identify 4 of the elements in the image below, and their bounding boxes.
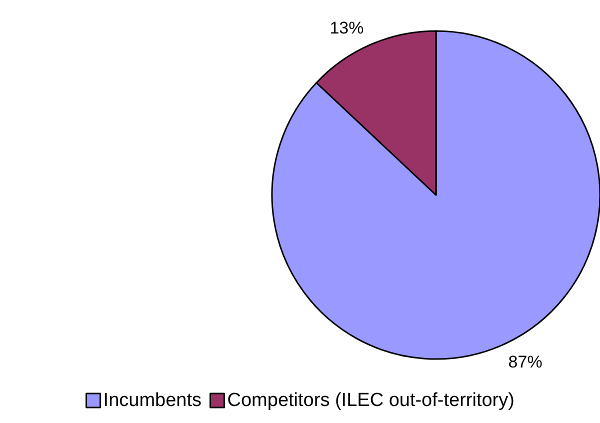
data-label: 87% bbox=[508, 352, 542, 372]
data-label: 13% bbox=[330, 18, 364, 38]
legend-label: Competitors (ILEC out-of-territory) bbox=[227, 390, 514, 411]
legend-label: Incumbents bbox=[103, 390, 202, 411]
